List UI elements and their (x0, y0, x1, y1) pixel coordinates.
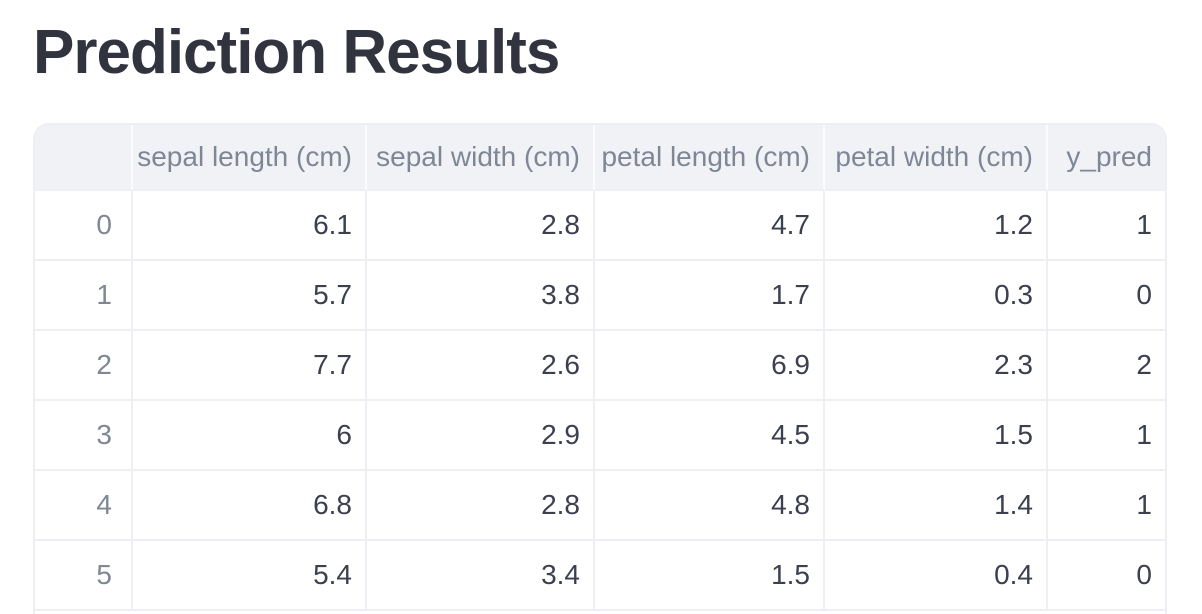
index-column-header[interactable] (35, 125, 133, 191)
row-index-cell[interactable]: 4 (35, 471, 133, 541)
data-cell[interactable]: 6.9 (595, 331, 825, 401)
data-cell[interactable]: 7.7 (133, 331, 367, 401)
data-cell[interactable]: 6.8 (133, 471, 367, 541)
data-cell[interactable]: 2 (1048, 331, 1165, 401)
data-cell[interactable]: 2.6 (367, 331, 595, 401)
data-cell[interactable]: 1.4 (825, 471, 1048, 541)
table-row: 5 5.4 3.4 1.5 0.4 0 (35, 541, 1165, 611)
data-cell[interactable]: 2.8 (367, 471, 595, 541)
data-cell[interactable]: 4.8 (595, 471, 825, 541)
column-header[interactable]: sepal width (cm) (367, 125, 595, 191)
dataframe[interactable]: sepal length (cm) sepal width (cm) petal l… (33, 123, 1167, 614)
row-index-cell[interactable]: 3 (35, 401, 133, 471)
data-cell[interactable]: 0 (1048, 541, 1165, 611)
data-cell[interactable]: 1 (1048, 191, 1165, 261)
table-row: 3 6 2.9 4.5 1.5 1 (35, 401, 1165, 471)
data-cell[interactable]: 4.7 (595, 191, 825, 261)
row-index-cell[interactable]: 2 (35, 331, 133, 401)
data-cell[interactable]: 3.4 (367, 541, 595, 611)
table-row: 0 6.1 2.8 4.7 1.2 1 (35, 191, 1165, 261)
header-row: sepal length (cm) sepal width (cm) petal l… (35, 125, 1165, 191)
table-row: 2 7.7 2.6 6.9 2.3 2 (35, 331, 1165, 401)
data-cell[interactable]: 2.8 (367, 191, 595, 261)
data-cell[interactable]: 1.7 (595, 261, 825, 331)
data-cell[interactable]: 0.3 (825, 261, 1048, 331)
data-cell[interactable]: 6.1 (133, 191, 367, 261)
column-header[interactable]: y_pred (1048, 125, 1165, 191)
data-cell[interactable]: 2.9 (367, 401, 595, 471)
column-header[interactable]: sepal length (cm) (133, 125, 367, 191)
data-cell[interactable]: 4.5 (595, 401, 825, 471)
data-cell[interactable]: 0.4 (825, 541, 1048, 611)
data-cell[interactable]: 1.5 (825, 401, 1048, 471)
data-cell[interactable]: 3.8 (367, 261, 595, 331)
data-cell[interactable]: 5.4 (133, 541, 367, 611)
data-cell[interactable]: 1.5 (595, 541, 825, 611)
row-index-cell[interactable]: 5 (35, 541, 133, 611)
table-row: 1 5.7 3.8 1.7 0.3 0 (35, 261, 1165, 331)
column-header[interactable]: petal width (cm) (825, 125, 1048, 191)
column-header[interactable]: petal length (cm) (595, 125, 825, 191)
data-cell[interactable]: 1 (1048, 471, 1165, 541)
data-cell[interactable]: 0 (1048, 261, 1165, 331)
data-cell[interactable]: 1 (1048, 401, 1165, 471)
table-row: 4 6.8 2.8 4.8 1.4 1 (35, 471, 1165, 541)
row-index-cell[interactable]: 0 (35, 191, 133, 261)
data-cell[interactable]: 6 (133, 401, 367, 471)
data-cell[interactable]: 5.7 (133, 261, 367, 331)
dataframe-grid: sepal length (cm) sepal width (cm) petal l… (35, 125, 1165, 611)
data-cell[interactable]: 2.3 (825, 331, 1048, 401)
page-title: Prediction Results (33, 18, 560, 87)
data-cell[interactable]: 1.2 (825, 191, 1048, 261)
row-index-cell[interactable]: 1 (35, 261, 133, 331)
